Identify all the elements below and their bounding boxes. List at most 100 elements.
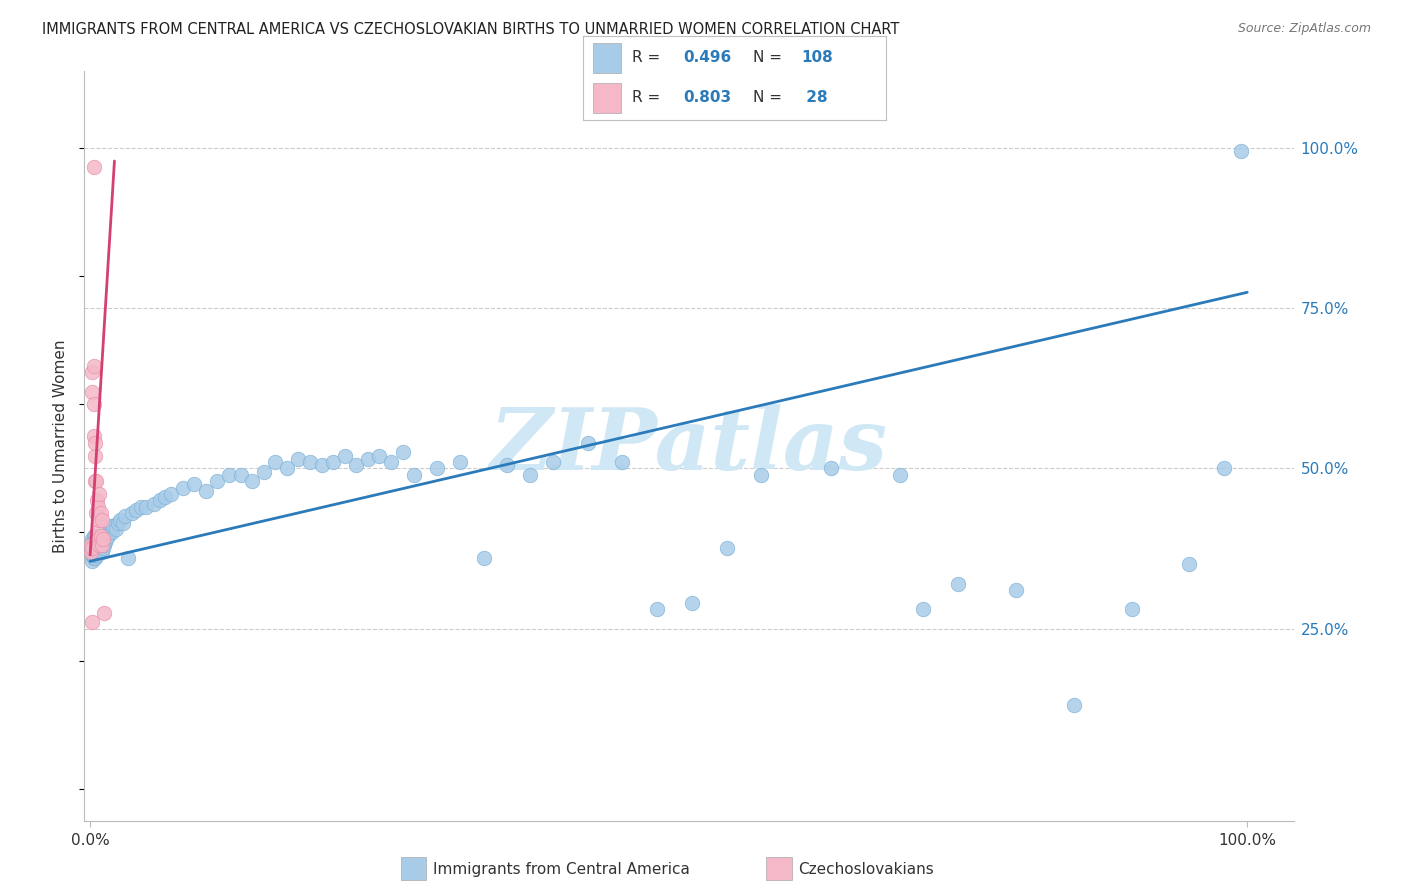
Point xyxy=(681,596,703,610)
Point xyxy=(90,544,112,558)
Point xyxy=(83,538,105,552)
Point xyxy=(83,551,105,566)
Point xyxy=(98,522,121,536)
Point xyxy=(82,532,104,546)
Point xyxy=(519,467,541,482)
Point xyxy=(322,455,344,469)
Point xyxy=(218,467,240,482)
Point xyxy=(86,529,108,543)
Text: R =: R = xyxy=(631,90,665,105)
Point xyxy=(90,535,112,549)
Point xyxy=(287,451,309,466)
FancyBboxPatch shape xyxy=(592,44,621,73)
Point xyxy=(426,461,449,475)
Point xyxy=(135,500,157,514)
Text: Immigrants from Central America: Immigrants from Central America xyxy=(433,863,690,877)
Point xyxy=(148,493,170,508)
Text: 0.496: 0.496 xyxy=(683,50,731,65)
Point xyxy=(83,359,105,373)
Point xyxy=(87,532,110,546)
Point xyxy=(83,474,105,488)
Point xyxy=(1004,583,1026,598)
Point xyxy=(80,538,103,552)
Point xyxy=(93,529,115,543)
Point xyxy=(142,497,165,511)
Point xyxy=(716,541,738,556)
Point xyxy=(207,474,229,488)
Point xyxy=(90,529,112,543)
Text: N =: N = xyxy=(752,90,786,105)
Point xyxy=(276,461,298,475)
Point xyxy=(111,516,134,530)
Point xyxy=(83,548,105,562)
Point xyxy=(84,506,107,520)
Point xyxy=(83,449,105,463)
Point xyxy=(91,532,114,546)
Text: IMMIGRANTS FROM CENTRAL AMERICA VS CZECHOSLOVAKIAN BIRTHS TO UNMARRIED WOMEN COR: IMMIGRANTS FROM CENTRAL AMERICA VS CZECH… xyxy=(42,22,900,37)
Point xyxy=(87,544,110,558)
Point xyxy=(183,477,205,491)
Text: R =: R = xyxy=(631,50,665,65)
Point xyxy=(1230,145,1253,159)
Point xyxy=(155,490,177,504)
Point xyxy=(125,503,148,517)
Point xyxy=(1063,698,1085,713)
Point xyxy=(93,538,115,552)
Point xyxy=(83,532,105,546)
Point xyxy=(83,535,105,549)
Point xyxy=(160,487,183,501)
Point xyxy=(495,458,517,473)
Text: ZIPatlas: ZIPatlas xyxy=(489,404,889,488)
Point xyxy=(541,455,564,469)
Point xyxy=(94,535,117,549)
Point xyxy=(83,397,105,411)
Point xyxy=(82,538,104,552)
Point xyxy=(83,429,105,443)
Point xyxy=(91,541,114,556)
Point xyxy=(83,541,105,556)
Point xyxy=(1178,558,1201,572)
Point xyxy=(82,384,104,399)
Point xyxy=(612,455,634,469)
Point xyxy=(96,532,118,546)
Point xyxy=(83,529,105,543)
Point xyxy=(87,538,110,552)
Text: 28: 28 xyxy=(801,90,828,105)
Point xyxy=(357,451,380,466)
Point xyxy=(83,529,105,543)
Point xyxy=(86,525,108,540)
Point xyxy=(93,606,115,620)
Point xyxy=(80,544,103,558)
Point xyxy=(89,541,111,556)
Point xyxy=(114,509,136,524)
Point xyxy=(912,602,935,616)
Point xyxy=(391,445,413,459)
Point xyxy=(84,548,107,562)
Point xyxy=(311,458,333,473)
Point xyxy=(80,538,103,552)
Y-axis label: Births to Unmarried Women: Births to Unmarried Women xyxy=(53,339,69,553)
Point xyxy=(82,615,104,629)
Point xyxy=(117,551,139,566)
Point xyxy=(368,449,391,463)
Point xyxy=(82,535,104,549)
Point xyxy=(84,474,107,488)
Point xyxy=(1121,602,1143,616)
Point xyxy=(194,483,217,498)
Point xyxy=(86,535,108,549)
Point xyxy=(645,602,668,616)
Point xyxy=(104,522,127,536)
Point xyxy=(87,529,110,543)
Text: 0.803: 0.803 xyxy=(683,90,731,105)
Point xyxy=(90,506,112,520)
Point xyxy=(240,474,263,488)
Point xyxy=(264,455,287,469)
Point xyxy=(83,544,105,558)
FancyBboxPatch shape xyxy=(592,83,621,112)
Point xyxy=(344,458,367,473)
Point xyxy=(83,551,105,566)
Point xyxy=(83,541,105,556)
Point xyxy=(84,538,107,552)
Point xyxy=(82,365,104,379)
Point xyxy=(83,435,105,450)
